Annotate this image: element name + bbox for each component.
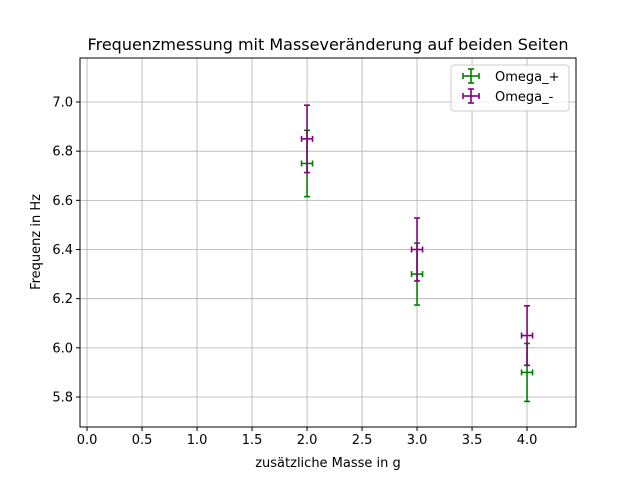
- legend-label: Omega_-: [495, 90, 554, 105]
- chart-title: Frequenzmessung mit Masseveränderung auf…: [88, 35, 569, 54]
- y-tick-label: 6.2: [52, 292, 73, 307]
- x-tick-label: 1.5: [242, 433, 263, 448]
- y-tick-label: 6.6: [52, 194, 73, 209]
- y-axis-label: Frequenz in Hz: [29, 194, 44, 290]
- y-tick-label: 6.0: [52, 341, 73, 356]
- x-tick-label: 0.0: [77, 433, 98, 448]
- x-tick-label: 4.0: [517, 433, 538, 448]
- plot-frame: [79, 57, 577, 428]
- x-tick-label: 2.0: [297, 433, 318, 448]
- legend-box: [450, 64, 570, 112]
- x-tick-label: 1.0: [187, 433, 208, 448]
- x-tick-label: 0.5: [132, 433, 153, 448]
- y-tick-label: 5.8: [52, 391, 73, 406]
- x-tick-label: 3.0: [407, 433, 428, 448]
- legend: Omega_+ Omega_-: [450, 64, 570, 112]
- x-axis-label: zusätzliche Masse in g: [255, 456, 401, 471]
- x-tick-label: 2.5: [352, 433, 373, 448]
- y-tick-label: 6.8: [52, 145, 73, 160]
- x-tick-label: 3.5: [462, 433, 483, 448]
- y-tick-label: 6.4: [52, 243, 73, 258]
- legend-label: Omega_+: [495, 70, 560, 85]
- y-tick-label: 7.0: [52, 96, 73, 111]
